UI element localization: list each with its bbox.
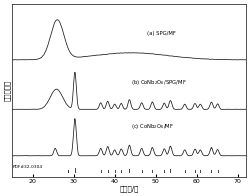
Text: (c) CoNb$_2$O$_6$/MF: (c) CoNb$_2$O$_6$/MF	[131, 122, 174, 131]
X-axis label: 衍射角/度: 衍射角/度	[119, 185, 139, 192]
Text: (a) SPG/MF: (a) SPG/MF	[148, 31, 176, 36]
Text: PDF#32-0304: PDF#32-0304	[13, 165, 43, 169]
Y-axis label: 衍射峰强度: 衍射峰强度	[4, 80, 11, 102]
Text: (b) CoNb$_2$O$_6$/SPG/MF: (b) CoNb$_2$O$_6$/SPG/MF	[131, 78, 187, 87]
